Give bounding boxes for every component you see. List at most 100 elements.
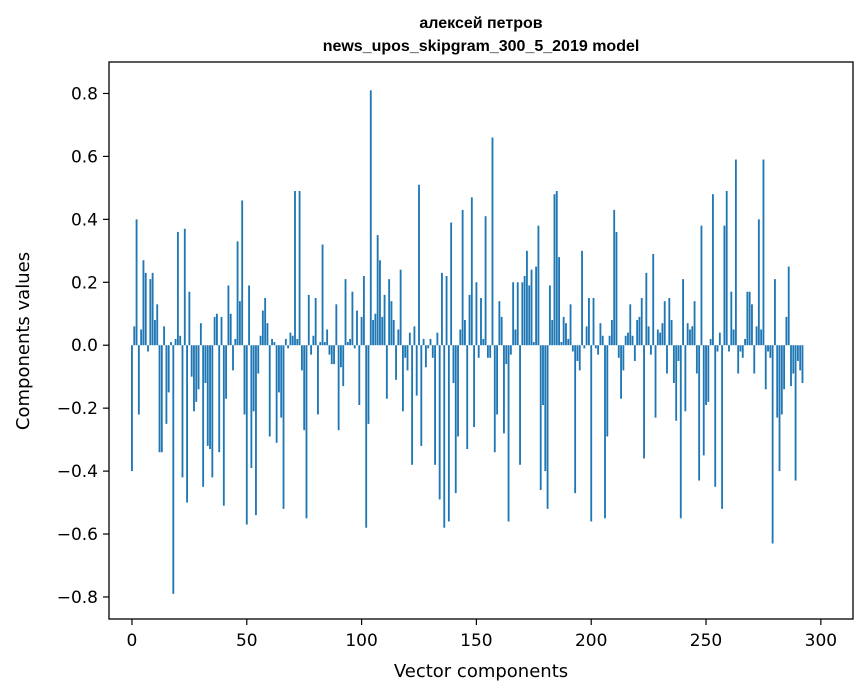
bar-25	[188, 291, 191, 346]
bar-213	[620, 345, 622, 399]
bar-53	[252, 345, 255, 412]
bar-116	[397, 329, 400, 346]
bar-101	[362, 275, 365, 346]
bar-230	[659, 332, 662, 346]
y-tick-label: 0.8	[71, 84, 98, 104]
bar-264	[737, 345, 740, 374]
bar-275	[762, 159, 765, 346]
bar-263	[734, 159, 737, 346]
bar-11	[156, 304, 159, 346]
bar-252	[709, 338, 712, 346]
bar-287	[790, 345, 792, 387]
bar-285	[785, 316, 788, 346]
bar-150	[475, 282, 478, 346]
y-tick-label: 0.2	[71, 273, 98, 293]
bar-205	[601, 335, 604, 346]
bar-137	[445, 275, 448, 346]
bar-163	[505, 345, 508, 365]
bar-217	[629, 304, 632, 346]
bar-173	[528, 285, 531, 346]
bar-235	[670, 320, 673, 346]
bar-28	[195, 345, 198, 402]
bar-257	[721, 345, 724, 509]
bar-41	[225, 345, 228, 399]
bar-164	[507, 345, 510, 522]
bar-50	[245, 345, 248, 525]
bar-22	[181, 345, 184, 478]
bar-234	[668, 298, 671, 346]
bar-90	[337, 345, 340, 431]
bar-60	[268, 345, 271, 437]
bar-211	[615, 231, 618, 346]
bar-66	[282, 345, 285, 509]
bar-237	[675, 345, 678, 421]
bar-155	[486, 345, 489, 358]
bar-207	[606, 345, 609, 437]
bar-203	[597, 345, 600, 355]
bar-204	[599, 323, 602, 346]
bar-75	[303, 345, 306, 431]
bar-262	[732, 329, 735, 346]
bar-282	[778, 345, 781, 472]
bar-10	[154, 320, 156, 346]
bar-29	[197, 345, 200, 390]
bar-26	[190, 345, 193, 377]
bar-57	[261, 310, 264, 346]
bar-292	[801, 345, 804, 383]
bar-216	[627, 332, 629, 346]
bar-148	[470, 197, 473, 346]
bar-92	[342, 345, 345, 387]
bar-281	[776, 345, 779, 418]
bar-273	[757, 219, 760, 346]
x-tick-label: 50	[236, 631, 258, 651]
bar-253	[712, 194, 714, 346]
bar-97	[353, 345, 356, 349]
bar-243	[689, 329, 691, 346]
bar-247	[698, 345, 701, 481]
bar-93	[344, 279, 347, 346]
bar-45	[234, 338, 237, 346]
bar-283	[780, 345, 783, 415]
bar-284	[783, 345, 786, 390]
bar-195	[578, 345, 581, 371]
bar-63	[275, 345, 278, 443]
bar-241	[684, 345, 687, 412]
bar-48	[241, 200, 244, 346]
bar-52	[250, 345, 253, 468]
bar-174	[530, 269, 533, 346]
bar-175	[532, 342, 535, 346]
bar-76	[305, 345, 308, 519]
bar-117	[399, 269, 402, 346]
bar-268	[746, 291, 749, 346]
bar-196	[581, 250, 583, 346]
bar-86	[328, 345, 331, 355]
bar-166	[512, 282, 515, 346]
bar-62	[273, 342, 276, 346]
bar-279	[771, 345, 774, 544]
y-axis: −0.8 −0.6 −0.4 −0.2 0.0 0.2 0.4 0.6 0.8	[57, 84, 109, 608]
bar-130	[429, 338, 432, 346]
bar-74	[300, 345, 303, 371]
bar-16	[167, 345, 170, 393]
bar-272	[755, 326, 758, 346]
bar-240	[682, 279, 684, 346]
bar-71	[294, 191, 296, 346]
bar-78	[310, 345, 312, 355]
bar-96	[351, 291, 354, 346]
bar-245	[693, 301, 696, 346]
bar-250	[705, 345, 707, 406]
bar-94	[346, 342, 349, 346]
bar-118	[402, 345, 404, 412]
bar-89	[335, 304, 338, 346]
bar-123	[413, 326, 416, 346]
bar-13	[160, 345, 163, 453]
bar-286	[787, 266, 790, 346]
bar-64	[278, 345, 280, 393]
bar-149	[473, 345, 476, 428]
bar-256	[718, 332, 721, 346]
bar-215	[624, 335, 627, 346]
bar-126	[420, 345, 423, 446]
bar-232	[663, 301, 666, 346]
bar-135	[441, 272, 443, 346]
bar-19	[174, 338, 177, 346]
